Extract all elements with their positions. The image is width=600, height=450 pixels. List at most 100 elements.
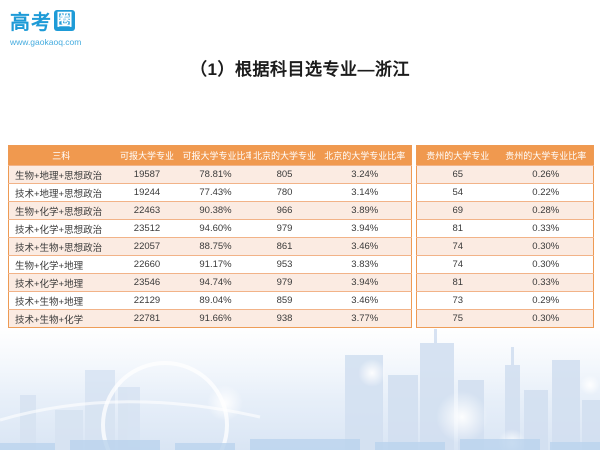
value-cell: 805 xyxy=(276,169,293,180)
table-row: 65 0.26% xyxy=(416,165,594,184)
table-row: 技术+生物+化学 22781 91.66% 938 3.77% xyxy=(8,309,412,328)
column-header-majors: 可报大学专业 xyxy=(113,145,181,166)
subject-combo-cell: 技术+化学+思想政治 xyxy=(15,224,103,236)
subject-major-table-guizhou: 贵州的大学专业 贵州的大学专业比率 65 0.26% 54 0.22% 69 0.28% 8… xyxy=(416,145,594,328)
subject-combo-cell: 生物+化学+思想政治 xyxy=(15,206,103,218)
subject-combo-cell: 生物+地理+思想政治 xyxy=(15,170,103,182)
value-cell: 861 xyxy=(276,241,293,252)
value-cell: 22781 xyxy=(133,313,161,324)
column-header-guizhou-majors: 贵州的大学专业 xyxy=(416,145,499,166)
value-cell: 0.28% xyxy=(532,205,560,216)
value-cell: 780 xyxy=(276,187,293,198)
value-cell: 3.89% xyxy=(351,205,379,216)
value-cell: 75 xyxy=(452,313,464,324)
value-cell: 0.30% xyxy=(532,241,560,252)
table-row: 技术+化学+思想政治 23512 94.60% 979 3.94% xyxy=(8,219,412,238)
table-row: 73 0.29% xyxy=(416,291,594,310)
table-row: 74 0.30% xyxy=(416,255,594,274)
value-cell: 91.66% xyxy=(199,313,232,324)
brand-logo: 高考 圈 www.gaokaoq.com xyxy=(10,6,81,47)
value-cell: 3.94% xyxy=(351,223,379,234)
column-header-beijing-ratio: 北京的大学专业比率 xyxy=(318,145,412,166)
subject-major-tables: 三科 可报大学专业 可报大学专业比率 北京的大学专业 北京的大学专业比率 生物+… xyxy=(8,145,594,328)
value-cell: 966 xyxy=(276,205,293,216)
column-header-subjects: 三科 xyxy=(8,145,114,166)
value-cell: 78.81% xyxy=(199,169,232,180)
table-row: 54 0.22% xyxy=(416,183,594,202)
value-cell: 859 xyxy=(276,295,293,306)
subject-combo-cell: 技术+生物+化学 xyxy=(15,314,84,326)
table-header-row: 贵州的大学专业 贵州的大学专业比率 xyxy=(416,145,594,166)
table-row: 69 0.28% xyxy=(416,201,594,220)
value-cell: 19587 xyxy=(133,169,161,180)
value-cell: 69 xyxy=(452,205,464,216)
value-cell: 81 xyxy=(452,277,464,288)
subject-combo-cell: 技术+生物+地理 xyxy=(15,296,84,308)
column-header-beijing-majors: 北京的大学专业 xyxy=(250,145,319,166)
value-cell: 54 xyxy=(452,187,464,198)
table-row: 生物+化学+地理 22660 91.17% 953 3.83% xyxy=(8,255,412,274)
value-cell: 979 xyxy=(276,277,293,288)
value-cell: 74 xyxy=(452,259,464,270)
value-cell: 19244 xyxy=(133,187,161,198)
value-cell: 0.30% xyxy=(532,259,560,270)
table-row: 81 0.33% xyxy=(416,273,594,292)
value-cell: 74 xyxy=(452,241,464,252)
value-cell: 0.33% xyxy=(532,277,560,288)
value-cell: 22463 xyxy=(133,205,161,216)
value-cell: 3.24% xyxy=(351,169,379,180)
value-cell: 0.29% xyxy=(532,295,560,306)
subject-combo-cell: 技术+生物+思想政治 xyxy=(15,242,103,254)
brand-logo-url: www.gaokaoq.com xyxy=(10,37,82,47)
value-cell: 0.26% xyxy=(532,169,560,180)
brand-logo-text: 高考 xyxy=(10,12,52,34)
subject-combo-cell: 技术+化学+地理 xyxy=(15,278,84,290)
value-cell: 979 xyxy=(276,223,293,234)
value-cell: 91.17% xyxy=(199,259,232,270)
value-cell: 0.22% xyxy=(532,187,560,198)
table-row: 81 0.33% xyxy=(416,219,594,238)
value-cell: 81 xyxy=(452,223,464,234)
value-cell: 3.83% xyxy=(351,259,379,270)
value-cell: 0.30% xyxy=(532,313,560,324)
subject-combo-cell: 生物+化学+地理 xyxy=(15,260,84,272)
value-cell: 0.33% xyxy=(532,223,560,234)
table-row: 生物+化学+思想政治 22463 90.38% 966 3.89% xyxy=(8,201,412,220)
value-cell: 3.14% xyxy=(351,187,379,198)
value-cell: 3.94% xyxy=(351,277,379,288)
value-cell: 88.75% xyxy=(199,241,232,252)
value-cell: 953 xyxy=(276,259,293,270)
cityscape-background xyxy=(0,325,600,450)
value-cell: 938 xyxy=(276,313,293,324)
table-row: 技术+生物+地理 22129 89.04% 859 3.46% xyxy=(8,291,412,310)
value-cell: 23546 xyxy=(133,277,161,288)
value-cell: 22660 xyxy=(133,259,161,270)
value-cell: 90.38% xyxy=(199,205,232,216)
value-cell: 94.60% xyxy=(199,223,232,234)
table-row: 75 0.30% xyxy=(416,309,594,328)
value-cell: 65 xyxy=(452,169,464,180)
value-cell: 23512 xyxy=(133,223,161,234)
table-row: 74 0.30% xyxy=(416,237,594,256)
column-header-guizhou-ratio: 贵州的大学专业比率 xyxy=(498,145,594,166)
table-row: 技术+地理+思想政治 19244 77.43% 780 3.14% xyxy=(8,183,412,202)
table-row: 技术+生物+思想政治 22057 88.75% 861 3.46% xyxy=(8,237,412,256)
column-header-majors-ratio: 可报大学专业比率 xyxy=(180,145,251,166)
subject-combo-cell: 技术+地理+思想政治 xyxy=(15,188,103,200)
value-cell: 89.04% xyxy=(199,295,232,306)
value-cell: 73 xyxy=(452,295,464,306)
value-cell: 94.74% xyxy=(199,277,232,288)
table-row: 生物+地理+思想政治 19587 78.81% 805 3.24% xyxy=(8,165,412,184)
table-header-row: 三科 可报大学专业 可报大学专业比率 北京的大学专业 北京的大学专业比率 xyxy=(8,145,412,166)
value-cell: 3.46% xyxy=(351,241,379,252)
value-cell: 3.46% xyxy=(351,295,379,306)
value-cell: 22057 xyxy=(133,241,161,252)
brand-logo-badge-icon: 圈 xyxy=(54,10,75,31)
table-row: 技术+化学+地理 23546 94.74% 979 3.94% xyxy=(8,273,412,292)
value-cell: 22129 xyxy=(133,295,161,306)
value-cell: 3.77% xyxy=(351,313,379,324)
value-cell: 77.43% xyxy=(199,187,232,198)
subject-major-table-main: 三科 可报大学专业 可报大学专业比率 北京的大学专业 北京的大学专业比率 生物+… xyxy=(8,145,412,328)
page-title: （1）根据科目选专业—浙江 xyxy=(190,60,410,79)
